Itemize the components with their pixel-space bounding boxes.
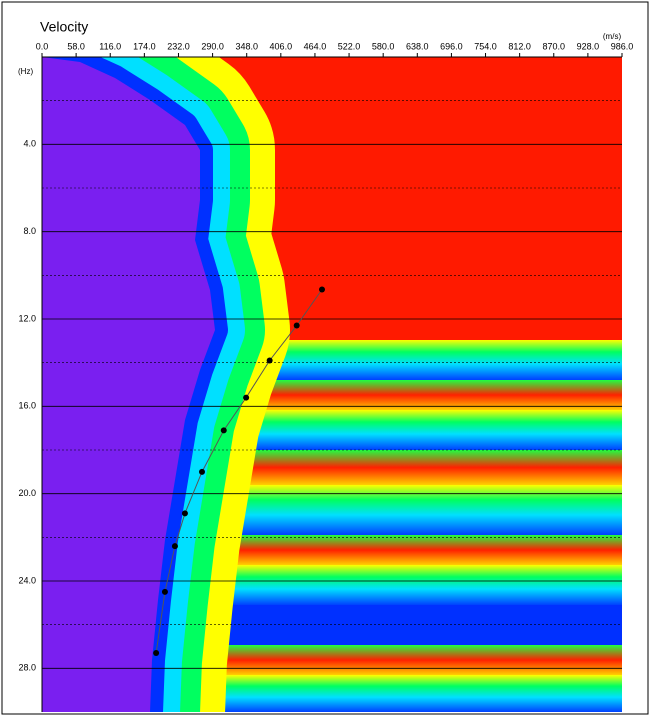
chart-title: Velocity (40, 19, 88, 35)
y-tick-label: 20.0 (18, 488, 36, 498)
x-tick-label: 116.0 (99, 41, 121, 51)
x-tick-label: 406.0 (270, 41, 293, 51)
pick-point (161, 588, 168, 595)
pick-point (171, 543, 178, 550)
x-tick-label: 928.0 (577, 41, 600, 51)
x-tick-label: 522.0 (338, 41, 361, 51)
pick-point (220, 427, 227, 434)
y-unit: (Hz) (18, 67, 33, 76)
pick-point (181, 510, 188, 517)
y-tick-label: 12.0 (18, 313, 36, 323)
x-tick-label: 870.0 (542, 41, 565, 51)
x-tick-label: 754.0 (474, 41, 497, 51)
pick-point (243, 394, 250, 401)
x-tick-label: 696.0 (440, 41, 463, 51)
pick-point (266, 357, 273, 364)
x-tick-label: 0.0 (36, 41, 49, 51)
x-tick-label: 812.0 (508, 41, 531, 51)
x-tick-label: 348.0 (235, 41, 258, 51)
x-tick-label: 232.0 (167, 41, 190, 51)
heatmap (42, 57, 622, 712)
pick-point (199, 468, 205, 475)
y-tick-label: 16.0 (18, 401, 36, 411)
x-tick-label: 464.0 (304, 41, 327, 51)
x-tick-label: 638.0 (406, 41, 429, 51)
y-tick-label: 4.0 (23, 139, 36, 149)
x-tick-label: 174.0 (133, 41, 156, 51)
x-unit: (m/s) (603, 32, 622, 41)
x-tick-label: 58.0 (67, 41, 85, 51)
pick-point (319, 286, 325, 293)
y-tick-label: 28.0 (18, 663, 36, 673)
pick-point (153, 650, 160, 657)
curve-line (155, 289, 323, 654)
pick-point (293, 322, 300, 329)
x-tick-label: 290.0 (201, 41, 224, 51)
y-tick-label: 8.0 (23, 226, 36, 236)
y-tick-label: 24.0 (18, 575, 36, 585)
x-tick-label: 986.0 (611, 41, 634, 51)
x-tick-label: 580.0 (372, 41, 395, 51)
